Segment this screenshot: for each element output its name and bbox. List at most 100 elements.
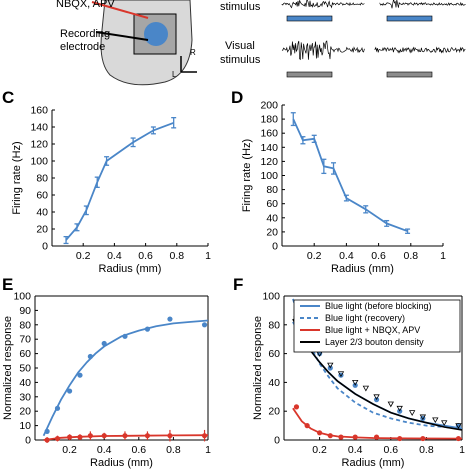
x-tick-label: 0.8 [166, 444, 181, 456]
x-tick-label: 0.8 [169, 250, 184, 262]
traces-panel: stimulus Visual stimulus [220, 0, 466, 78]
y-tick-label: 140 [30, 122, 48, 134]
data-point [420, 435, 426, 442]
schematic-panel: NBQX, APV Recording electrode R L [56, 0, 197, 86]
y-tick-label: 80 [19, 319, 31, 331]
data-point [352, 434, 358, 440]
data-point [44, 428, 50, 434]
data-point [304, 423, 310, 429]
data-point [167, 433, 173, 439]
data-point [77, 434, 83, 440]
data-point [337, 371, 345, 378]
visual-stim-trace-2 [374, 46, 466, 54]
data-point [362, 385, 370, 392]
y-tick-label: 40 [266, 212, 278, 224]
blue-stim-trace-1 [281, 0, 365, 9]
panel-letter-e: E [2, 275, 13, 294]
panel-e-normalized-response: E0.2 0.4 0.6 0.8 10102030405060708090100Radi… [2, 275, 211, 469]
y-tick-label: 80 [266, 184, 278, 196]
data-point [201, 433, 208, 439]
data-point [455, 423, 462, 429]
orientation-l: L [172, 70, 177, 79]
orientation-r: R [190, 48, 196, 57]
panel-letter-c: C [2, 88, 14, 107]
x-tick-label: 0.6 [371, 250, 386, 262]
x-tick-label: 0.2 [62, 444, 77, 456]
visual-stim-bar-2 [386, 71, 433, 78]
visual-label-line2: stimulus [220, 54, 261, 66]
data-point [54, 435, 61, 442]
y-tick-label: 40 [19, 377, 31, 389]
blue-stim-bar-2 [386, 15, 433, 22]
legend-label: Blue light (before blocking) [325, 301, 432, 311]
y-tick-label: 90 [19, 305, 31, 317]
x-tick-label: 0.2 [76, 250, 91, 262]
legend-label: Blue light + NBQX, APV [325, 325, 420, 335]
x-axis-label: Radius (mm) [90, 457, 153, 469]
legend-box [293, 299, 461, 353]
y-tick-label: 10 [19, 420, 31, 432]
x-axis-label: Radius (mm) [99, 263, 162, 275]
data-point [144, 326, 151, 332]
y-tick-label: 20 [268, 406, 280, 418]
y-tick-label: 60 [19, 348, 31, 360]
data-point [432, 417, 439, 424]
blue-stim-bar-1 [286, 15, 333, 22]
data-point [396, 405, 403, 412]
recording-label-line1: Recording [60, 28, 110, 40]
data-point [373, 394, 380, 401]
y-tick-label: 20 [266, 226, 278, 238]
data-point [397, 435, 403, 442]
light-spot [144, 22, 168, 46]
data-point [101, 340, 107, 347]
y-tick-label: 20 [36, 224, 48, 236]
x-axis-label: Radius (mm) [342, 457, 405, 469]
y-tick-label: 160 [260, 128, 278, 140]
y-tick-label: 180 [260, 114, 278, 126]
y-tick-label: 60 [266, 198, 278, 210]
visual-stim-trace-1 [281, 40, 365, 61]
blue-stim-trace-2 [379, 0, 466, 9]
y-tick-label: 50 [19, 363, 31, 375]
data-point [408, 410, 416, 416]
y-tick-label: 40 [268, 377, 280, 389]
x-tick-label: 1 [205, 444, 211, 456]
x-tick-label: 0.6 [138, 250, 153, 262]
y-tick-label: 140 [260, 142, 278, 154]
fit-curve [42, 319, 209, 437]
x-tick-label: 0.4 [107, 250, 122, 262]
visual-stim-bar-1 [286, 71, 333, 78]
x-tick-label: 0.4 [339, 250, 354, 262]
legend-label: Layer 2/3 bouton density [325, 337, 424, 347]
y-tick-label: 80 [36, 173, 48, 185]
visual-label-line1: Visual [225, 40, 255, 52]
x-tick-label: 1 [459, 444, 465, 456]
x-tick-label: 0.8 [419, 444, 434, 456]
data-point [373, 434, 380, 440]
data-point [455, 423, 462, 429]
data-point [387, 401, 394, 408]
y-tick-label: 200 [260, 100, 278, 112]
series-line [65, 121, 175, 241]
panel-f-normalized-response: F 0.2 0.4 0.6 0.8 1 0 20 40 60 80 100 Radius (mm) Nor… [233, 275, 465, 469]
y-tick-label: 120 [260, 156, 278, 168]
y-tick-label: 20 [19, 406, 31, 418]
x-tick-label: 0.4 [348, 444, 363, 456]
y-tick-label: 100 [30, 156, 48, 168]
data-point [293, 404, 300, 410]
data-point [122, 333, 128, 339]
data-point [201, 322, 208, 328]
y-tick-label: 60 [268, 348, 280, 360]
y-tick-label: 40 [36, 207, 48, 219]
data-point [441, 420, 448, 427]
y-tick-label: 0 [272, 241, 278, 253]
data-point [317, 430, 323, 436]
y-tick-label: 120 [30, 139, 48, 151]
x-tick-label: 0.2 [307, 250, 322, 262]
y-tick-label: 100 [13, 291, 31, 303]
data-point [455, 435, 462, 442]
panel-letter-f: F [233, 275, 243, 294]
x-tick-label: 0.4 [97, 444, 112, 456]
y-axis-label: Normalized response [252, 316, 264, 420]
